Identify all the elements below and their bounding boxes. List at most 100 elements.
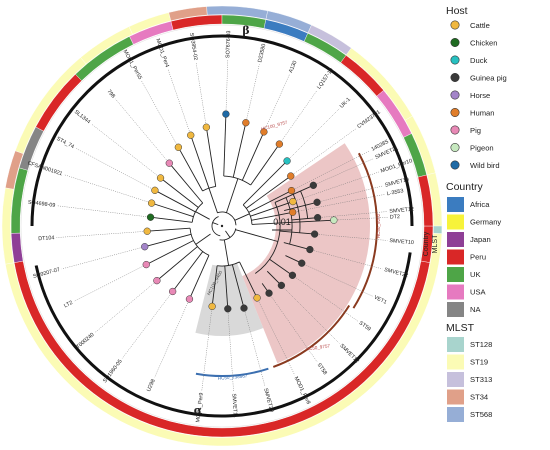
legend-mlst-label: ST19 <box>470 357 488 366</box>
legend-host-label: Guinea pig <box>470 73 507 82</box>
highlight-label: HC50_238667 <box>218 373 248 381</box>
leaf-label: D23580 <box>257 43 267 63</box>
branch <box>156 246 198 281</box>
legend-country-label: Africa <box>470 200 490 209</box>
branch <box>151 202 194 218</box>
legend-mlst-items: ST128 ST19 ST313 ST34 ST568 <box>447 337 492 422</box>
legend-country-swatch <box>447 232 464 247</box>
legend-country-label: UK <box>470 270 481 279</box>
host-tip-point <box>153 276 161 285</box>
branch <box>154 189 196 213</box>
branch <box>251 219 334 225</box>
branch <box>269 258 293 276</box>
leaf-leader <box>64 174 152 204</box>
legend-country-swatch <box>447 284 464 300</box>
host-tip-point <box>277 281 286 290</box>
branch <box>144 233 192 248</box>
leaf-label: 798 <box>106 89 116 100</box>
legend-host-swatch <box>450 143 460 153</box>
host-tip-point <box>310 230 319 238</box>
legend-host-swatch <box>450 55 460 65</box>
host-tip-point <box>288 271 297 279</box>
hc50-9202-arc <box>352 152 378 309</box>
legend-host-items: Cattle Chicken Duck Guinea pig Horse Human Pig… <box>450 20 507 170</box>
leaf-leader <box>141 80 179 148</box>
legend-host-label: Cattle <box>470 21 490 30</box>
legend-host-swatch <box>450 37 460 47</box>
branch <box>189 255 210 300</box>
country-ring-segment <box>417 174 434 227</box>
branch <box>219 228 237 241</box>
host-tip-point <box>242 119 250 127</box>
highlight-hc100-9460 <box>195 263 264 337</box>
leaf-label: MOD1_Per10 <box>380 158 413 174</box>
host-tip-point <box>156 174 165 182</box>
hc50-9757-arc <box>272 304 351 368</box>
legend-mlst-swatch <box>447 372 464 387</box>
leaf-label: VET1 <box>373 295 388 306</box>
branch <box>285 197 293 245</box>
host-tip-point <box>143 227 151 235</box>
mlst-ring-label: MLST <box>432 234 439 253</box>
legend-country-label: Germany <box>470 217 501 226</box>
leaf-label: SL1344 <box>73 109 91 125</box>
branch <box>177 147 204 192</box>
annotation-rings <box>1 5 443 447</box>
branch <box>172 251 204 292</box>
leaf-label: LT2 <box>63 300 74 309</box>
leaf-label: SMVET10 <box>389 238 414 246</box>
branch <box>217 211 237 226</box>
leaf-label: ST59 <box>358 320 372 332</box>
leaf-leader <box>290 128 357 177</box>
leaf-label: DT104 <box>38 235 55 242</box>
legend-host-title: Host <box>446 5 468 17</box>
branch <box>248 190 292 213</box>
branch <box>279 230 315 235</box>
legend-mlst-swatch <box>447 389 464 405</box>
leaf-leader <box>317 211 388 218</box>
leaf-leader <box>333 217 388 221</box>
legend-mlst-label: ST34 <box>470 392 488 401</box>
legend-host-label: Horse <box>470 91 490 100</box>
leaf-leader <box>94 280 158 333</box>
scale-bar: 0.01 <box>272 217 292 231</box>
branch <box>147 227 191 232</box>
legend-country-label: NA <box>470 305 481 314</box>
legend-host-swatch <box>450 160 460 170</box>
host-tip-point <box>275 140 284 148</box>
legend-country-swatch <box>447 267 464 282</box>
branch <box>146 240 194 265</box>
leaf-leader <box>195 62 207 128</box>
branch <box>226 178 239 213</box>
host-tip-point <box>174 143 183 151</box>
leaf-label: U298 <box>146 378 157 392</box>
clade-highlights <box>195 143 370 364</box>
leaf-leader <box>313 158 374 186</box>
branch <box>231 264 245 309</box>
legend-host-swatch <box>450 20 460 30</box>
legend-mlst-swatch <box>447 407 464 422</box>
leaf-leader <box>154 298 190 378</box>
legend-host-swatch <box>450 73 460 83</box>
leaf-label: T000240 <box>75 332 95 350</box>
host-tip-point <box>224 305 232 313</box>
legend-country-label: Japan <box>470 235 491 244</box>
host-tip-point <box>240 304 248 312</box>
leaf-leader <box>292 194 385 213</box>
host-tip-point <box>287 172 295 180</box>
branch <box>283 242 311 250</box>
leaf-leader <box>201 306 213 391</box>
leaf-leader <box>167 68 191 136</box>
legend-mlst-label: ST568 <box>470 410 492 419</box>
country-ring-label: Country <box>423 231 430 256</box>
legend-country-swatch <box>447 214 464 230</box>
branch <box>300 190 309 219</box>
highlight-label: HC100_9757 <box>260 120 288 132</box>
leaf-label: LQ157-10 <box>316 67 335 90</box>
clade-beta-label: β <box>242 24 249 37</box>
host-tip-point <box>151 186 159 194</box>
branch <box>242 160 288 206</box>
host-tip-point <box>169 287 177 296</box>
host-tip-point <box>309 181 318 189</box>
leaf-leader <box>263 74 290 133</box>
